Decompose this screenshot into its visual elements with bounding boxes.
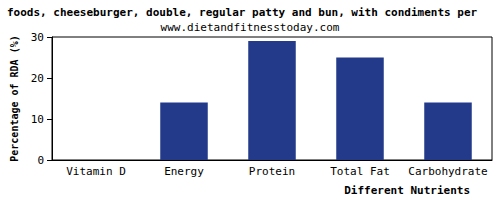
svg-text:Vitamin D: Vitamin D [66, 165, 126, 178]
svg-text:Total Fat: Total Fat [330, 165, 390, 178]
svg-text:Percentage of RDA (%): Percentage of RDA (%) [9, 35, 20, 161]
svg-text:www.dietandfitnesstoday.com: www.dietandfitnesstoday.com [161, 21, 340, 34]
svg-text:10: 10 [31, 113, 44, 126]
svg-text:30: 30 [31, 31, 44, 44]
svg-text:0: 0 [37, 154, 44, 167]
svg-text:Different Nutrients: Different Nutrients [344, 184, 470, 197]
svg-text:Carbohydrate: Carbohydrate [408, 165, 487, 178]
svg-text:Protein: Protein [249, 165, 295, 178]
svg-text:20: 20 [31, 72, 44, 85]
svg-text:Energy: Energy [164, 165, 204, 178]
svg-text:foods, cheeseburger, double, r: foods, cheeseburger, double, regular pat… [7, 6, 478, 19]
